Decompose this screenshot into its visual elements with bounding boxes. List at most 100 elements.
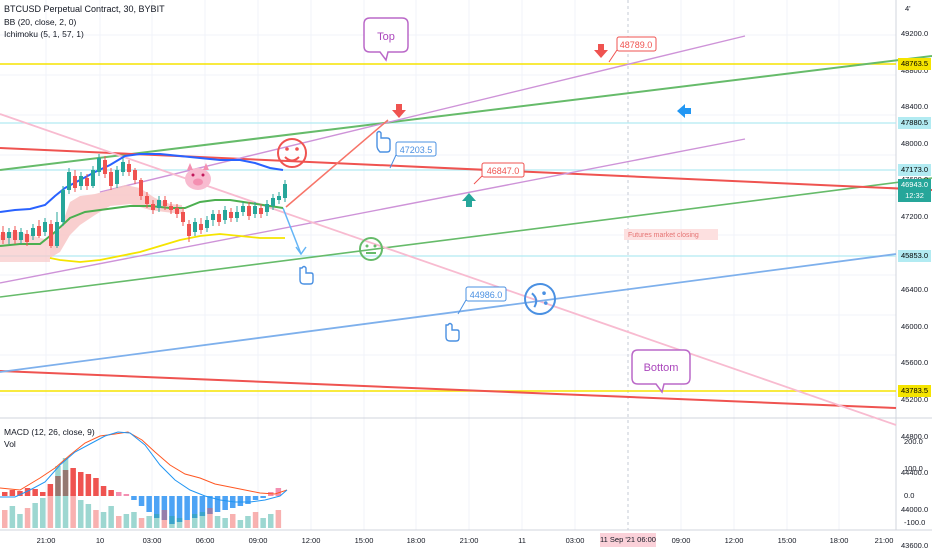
time-axis[interactable]: 21:00 10 03:00 06:00 09:00 12:00 15:00 18:00 21:… bbox=[0, 531, 896, 550]
price-tag-48789[interactable]: 48789.0 bbox=[609, 37, 656, 62]
macd-title[interactable]: MACD (12, 26, close, 9) bbox=[4, 427, 95, 437]
volume-bar bbox=[124, 514, 130, 528]
macd-hist-bar bbox=[184, 496, 190, 520]
candle-body bbox=[133, 170, 137, 180]
price-tag-47203[interactable]: 47203.5 bbox=[390, 142, 436, 168]
time-label: 15:00 bbox=[350, 536, 378, 545]
candle-body bbox=[61, 190, 65, 222]
macd-axis[interactable]: 200.0 100.0 0.0 -100.0 bbox=[897, 418, 932, 530]
candle-body bbox=[85, 178, 89, 186]
candle-body bbox=[223, 210, 227, 220]
macd-hist-bar bbox=[139, 496, 145, 506]
volume-bar bbox=[215, 516, 221, 528]
futures-note[interactable]: Futures market closing bbox=[624, 229, 718, 240]
happy-face-icon[interactable] bbox=[278, 139, 306, 167]
macd-hist-bar bbox=[108, 490, 114, 496]
arrow-left-icon[interactable] bbox=[677, 104, 691, 118]
candle-body bbox=[163, 200, 167, 206]
volume-bar bbox=[139, 518, 145, 528]
candle-body bbox=[259, 208, 263, 214]
trendline-green-upper[interactable] bbox=[0, 56, 932, 170]
volume-bar bbox=[86, 504, 92, 528]
trendline-blue-up[interactable] bbox=[0, 254, 896, 372]
macd-hist-bar bbox=[260, 496, 266, 498]
volume-bar bbox=[177, 518, 183, 528]
candle-body bbox=[49, 224, 53, 246]
price-badge: 12:32 bbox=[898, 190, 931, 202]
time-label: 09:00 bbox=[667, 536, 695, 545]
time-label: 18:00 bbox=[825, 536, 853, 545]
volume-bar bbox=[116, 516, 122, 528]
candle-body bbox=[145, 196, 149, 204]
candle-body bbox=[67, 172, 71, 190]
macd-hist-bar bbox=[86, 474, 92, 496]
price-label: 45600.0 bbox=[901, 358, 928, 367]
price-tag-text: 48789.0 bbox=[620, 40, 653, 50]
volume-bar bbox=[78, 500, 84, 528]
grid bbox=[0, 0, 896, 530]
volume-bar bbox=[268, 514, 274, 528]
candle-body bbox=[55, 222, 59, 246]
macd-histogram bbox=[2, 458, 281, 528]
macd-hist-bar bbox=[101, 486, 107, 496]
indicator-ichimoku-label[interactable]: Ichimoku (5, 1, 57, 1) bbox=[4, 29, 84, 39]
time-label: 06:00 bbox=[191, 536, 219, 545]
candle-body bbox=[277, 196, 281, 200]
trendline-pink-down[interactable] bbox=[0, 114, 896, 425]
pig-icon[interactable] bbox=[185, 163, 211, 190]
symbol-title[interactable]: BTCUSD Perpetual Contract, 30, BYBIT bbox=[4, 4, 165, 14]
trendline-violet-lower[interactable] bbox=[0, 139, 745, 283]
candle-body bbox=[199, 224, 203, 230]
time-label: 21:00 bbox=[455, 536, 483, 545]
candle-body bbox=[271, 198, 275, 206]
candle-body bbox=[181, 212, 185, 222]
volume-bar bbox=[146, 516, 152, 528]
time-label: 12:00 bbox=[720, 536, 748, 545]
time-label: 15:00 bbox=[773, 536, 801, 545]
volume-bar bbox=[260, 518, 266, 528]
time-label: 10 bbox=[86, 536, 114, 545]
macd-hist-bar bbox=[78, 472, 84, 496]
vol-label[interactable]: Vol bbox=[4, 439, 16, 449]
candle-body bbox=[43, 222, 47, 232]
price-badge: 47173.0 bbox=[898, 164, 931, 176]
volume-bar bbox=[101, 512, 107, 528]
time-highlight: 11 Sep '21 06:00 bbox=[600, 533, 656, 547]
volume-bar bbox=[245, 516, 251, 528]
candle-body bbox=[103, 160, 107, 174]
bb-lower-line bbox=[50, 234, 285, 262]
volume-bar bbox=[276, 510, 282, 528]
indicator-bb-label[interactable]: BB (20, close, 2, 0) bbox=[4, 17, 76, 27]
volume-bar bbox=[48, 488, 54, 528]
price-label: 48400.0 bbox=[901, 102, 928, 111]
candle-body bbox=[247, 206, 251, 216]
top-callout[interactable]: Top bbox=[364, 18, 408, 60]
volume-bar bbox=[93, 510, 99, 528]
price-tag-46847[interactable]: 46847.0 bbox=[474, 163, 524, 184]
price-badge: 47880.5 bbox=[898, 117, 931, 129]
arrow-down-icon[interactable] bbox=[392, 104, 406, 118]
trendline-red-lower[interactable] bbox=[0, 371, 896, 408]
candle-body bbox=[1, 232, 5, 240]
volume-bar bbox=[17, 514, 23, 528]
macd-hist-bar bbox=[116, 492, 122, 496]
projection-down-arrowhead bbox=[296, 247, 306, 254]
price-tag-text: 44986.0 bbox=[470, 290, 503, 300]
macd-axis-label: 100.0 bbox=[904, 464, 923, 473]
volume-bar bbox=[63, 458, 69, 528]
volume-bar bbox=[200, 512, 206, 528]
volume-bar bbox=[222, 518, 228, 528]
candle-body bbox=[187, 224, 191, 236]
candle-body bbox=[121, 162, 125, 172]
arrow-down-icon[interactable] bbox=[594, 44, 608, 58]
time-label: 21:00 bbox=[32, 536, 60, 545]
candle-body bbox=[211, 214, 215, 220]
volume-bar bbox=[169, 516, 175, 528]
candle-body bbox=[241, 206, 245, 212]
candle-body bbox=[283, 184, 287, 198]
macd-hist-bar bbox=[124, 494, 130, 496]
hand-pointer-icon[interactable] bbox=[377, 132, 390, 153]
hand-pointer-icon[interactable] bbox=[446, 324, 459, 342]
time-label: 09:00 bbox=[244, 536, 272, 545]
